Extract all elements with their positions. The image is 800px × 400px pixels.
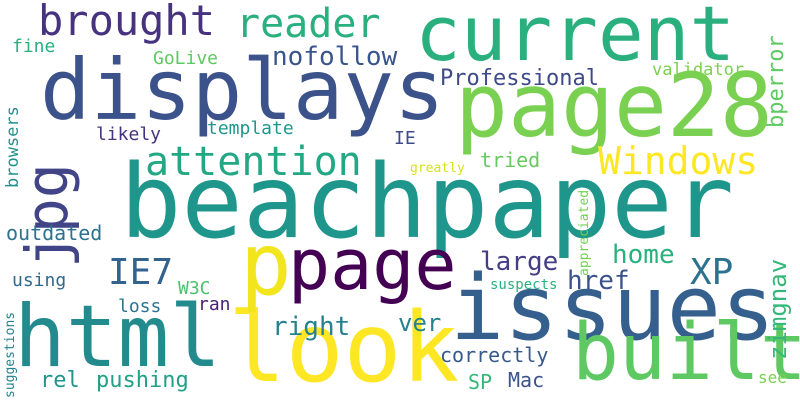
word-issues: issues <box>450 256 776 361</box>
word-home: home <box>612 240 675 270</box>
word-look: look <box>228 292 460 400</box>
word-bperror: bperror <box>764 35 789 128</box>
word-golive: GoLive <box>153 48 219 69</box>
word-ran: ran <box>198 294 231 315</box>
word-built: built <box>572 308 800 398</box>
word-right: right <box>272 312 351 342</box>
word-page: page <box>288 224 457 306</box>
word-pushing: pushing <box>96 368 189 393</box>
word-validator: validator <box>652 60 745 80</box>
word-xp: XP <box>690 252 734 293</box>
word-w3c: W3C <box>178 278 211 299</box>
word-html: html <box>14 287 222 387</box>
word-loss: loss <box>118 296 162 317</box>
word-attention: attention <box>145 139 362 185</box>
word-page28: page28 <box>455 54 773 157</box>
word-rel: rel <box>40 368 80 393</box>
word-sp: SP <box>468 370 493 394</box>
word-ie7: IE7 <box>108 252 174 293</box>
word-ie: IE <box>394 128 416 149</box>
word-likely: likely <box>96 124 162 145</box>
word-brought: brought <box>38 0 216 45</box>
word-displays: displays <box>40 41 445 139</box>
word-tried: tried <box>480 148 541 172</box>
word-suspects: suspects <box>490 277 558 293</box>
word-zimgnav: zimgnav <box>764 258 792 360</box>
word-reader: reader <box>236 1 381 47</box>
word-windows: Windows <box>598 139 759 183</box>
word-greatly: greatly <box>410 161 465 176</box>
word-using: using <box>12 270 67 291</box>
word-appreciated: appreciated <box>577 189 592 276</box>
word-current: current <box>415 0 736 78</box>
word-see: see <box>758 368 787 387</box>
word-fine: fine <box>12 36 56 57</box>
word-template: template <box>207 118 294 139</box>
word-correctly: correctly <box>440 343 549 367</box>
word-large: large <box>480 247 559 277</box>
word-ver: ver <box>398 309 442 337</box>
word-beachpaper: beachpaper <box>120 143 735 262</box>
word-mac: Mac <box>508 368 545 392</box>
word-jpg: jpg <box>13 163 81 268</box>
word-nofollow: nofollow <box>272 42 398 72</box>
word-professional: Professional <box>440 66 599 91</box>
word-outdated: outdated <box>6 221 103 245</box>
word-href: href <box>567 266 630 296</box>
word-browsers: browsers <box>3 106 23 188</box>
word-p: p <box>240 215 292 315</box>
word-suggestions: suggestions <box>3 311 18 398</box>
